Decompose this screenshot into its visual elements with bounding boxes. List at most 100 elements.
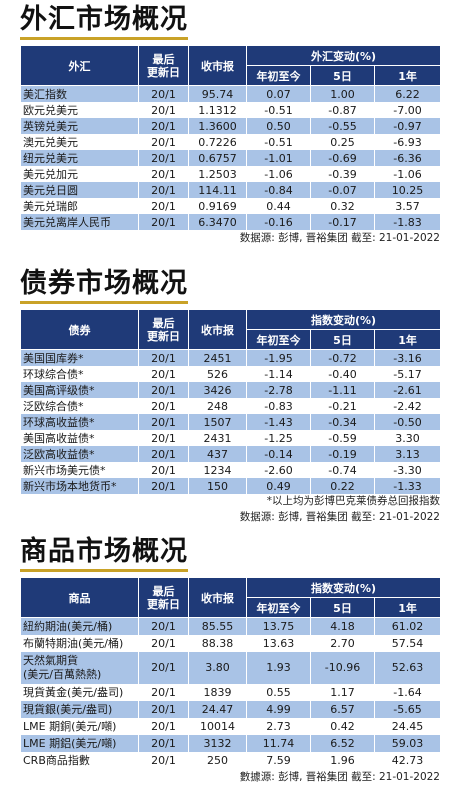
cell-date: 20/1 — [138, 446, 189, 462]
cell-d5: -0.55 — [310, 118, 375, 134]
fx-header-change: 外汇变动(%) — [245, 45, 442, 66]
cell-d5: -0.07 — [310, 182, 375, 198]
cell-d5: 1.96 — [310, 751, 375, 769]
cell-d5: 0.42 — [310, 717, 375, 735]
cell-ytd: -2.78 — [246, 382, 311, 398]
cell-ytd: -0.83 — [246, 398, 311, 414]
table-row: 泛欧综合债* 20/1 248 -0.83 -0.21 -2.42 — [20, 398, 442, 414]
cell-y1: -3.16 — [373, 349, 442, 366]
cell-date: 20/1 — [138, 717, 189, 735]
cell-date: 20/1 — [138, 398, 189, 414]
cell-name: 新兴市场美元债* — [20, 462, 139, 478]
cell-y1: 6.22 — [373, 85, 442, 102]
table-row: 美国国库券* 20/1 2451 -1.95 -0.72 -3.16 — [20, 349, 442, 366]
table-row: LME 期鋁(美元/噸) 20/1 3132 11.74 6.52 59.03 — [20, 734, 442, 752]
table-row: 纽元兑美元 20/1 0.6757 -1.01 -0.69 -6.36 — [20, 150, 442, 166]
cell-close: 437 — [188, 446, 247, 462]
fx-header-ytd: 年初至今 — [246, 65, 311, 86]
commodities-table: 商品 最后 更新日 收市报 指数变动(%) 年初至今 5日 1年 紐約期油(美元… — [20, 577, 442, 769]
cell-close: 95.74 — [188, 85, 247, 102]
cell-d5: 1.00 — [310, 85, 375, 102]
table-row: 泛欧高收益债* 20/1 437 -0.14 -0.19 3.13 — [20, 446, 442, 462]
cell-ytd: -0.16 — [246, 214, 311, 230]
cell-ytd: 11.74 — [246, 734, 311, 752]
commodities-section: 商品市场概况 商品 最后 更新日 收市报 指数变动(%) 年初至今 5日 1年 … — [20, 536, 442, 785]
cell-y1: 10.25 — [373, 182, 442, 198]
fx-section: 外汇市场概况 外汇 最后 更新日 收市报 外汇变动(%) 年初至今 5日 1年 … — [20, 4, 442, 246]
cell-name: 現貨黃金(美元/盎司) — [20, 683, 139, 701]
table-row: 紐約期油(美元/桶) 20/1 85.55 13.75 4.18 61.02 — [20, 617, 442, 635]
table-row: LME 期銅(美元/噸) 20/1 10014 2.73 0.42 24.45 — [20, 717, 442, 735]
cell-date: 20/1 — [138, 414, 189, 430]
cell-name: CRB商品指數 — [20, 751, 139, 769]
cell-close: 88.38 — [188, 634, 247, 652]
cell-y1: -6.93 — [373, 134, 442, 150]
fx-header-1y: 1年 — [373, 65, 442, 86]
cell-name: 环球高收益债* — [20, 414, 139, 430]
fx-header-date: 最后 更新日 — [138, 45, 189, 86]
cell-date: 20/1 — [138, 102, 189, 118]
cell-y1: -2.61 — [373, 382, 442, 398]
cell-y1: -1.06 — [373, 166, 442, 182]
cell-date: 20/1 — [138, 462, 189, 478]
cell-name: 欧元兑美元 — [20, 102, 139, 118]
cell-name: 布蘭特期油(美元/桶) — [20, 634, 139, 652]
cell-date: 20/1 — [138, 634, 189, 652]
cell-y1: 3.13 — [373, 446, 442, 462]
cell-y1: -7.00 — [373, 102, 442, 118]
commodities-header-change: 指数变动(%) — [245, 577, 442, 598]
table-row: CRB商品指數 20/1 250 7.59 1.96 42.73 — [20, 751, 442, 769]
cell-close: 1839 — [188, 683, 247, 701]
cell-name: 泛欧综合债* — [20, 398, 139, 414]
cell-close: 248 — [188, 398, 247, 414]
commodities-header-1y: 1年 — [373, 597, 442, 618]
cell-d5: -1.11 — [310, 382, 375, 398]
cell-ytd: -0.51 — [246, 134, 311, 150]
cell-y1: 3.30 — [373, 430, 442, 446]
cell-name: 英镑兑美元 — [20, 118, 139, 134]
table-row: 欧元兑美元 20/1 1.1312 -0.51 -0.87 -7.00 — [20, 102, 442, 118]
cell-name: 紐約期油(美元/桶) — [20, 617, 139, 635]
cell-close: 1.3600 — [188, 118, 247, 134]
cell-date: 20/1 — [138, 683, 189, 701]
cell-date: 20/1 — [138, 134, 189, 150]
table-row: 英镑兑美元 20/1 1.3600 0.50 -0.55 -0.97 — [20, 118, 442, 134]
cell-date: 20/1 — [138, 166, 189, 182]
commodities-header-date: 最后 更新日 — [138, 577, 189, 618]
cell-y1: -2.42 — [373, 398, 442, 414]
commodities-source: 數據源: 彭博, 晋裕集团 截至: 21-01-2022 — [239, 770, 440, 783]
table-row: 美汇指数 20/1 95.74 0.07 1.00 6.22 — [20, 85, 442, 102]
cell-close: 2451 — [188, 349, 247, 366]
cell-date: 20/1 — [138, 150, 189, 166]
cell-d5: -0.34 — [310, 414, 375, 430]
cell-d5: -0.19 — [310, 446, 375, 462]
cell-ytd: 7.59 — [246, 751, 311, 769]
cell-y1: -5.65 — [373, 700, 442, 718]
cell-name: 美元兑日圆 — [20, 182, 139, 198]
fx-title: 外汇市场概况 — [20, 4, 188, 40]
cell-date: 20/1 — [138, 366, 189, 382]
cell-date: 20/1 — [138, 214, 189, 230]
bonds-header-name: 债券 — [20, 309, 139, 350]
cell-d5: -0.40 — [310, 366, 375, 382]
cell-d5: -0.74 — [310, 462, 375, 478]
cell-close: 526 — [188, 366, 247, 382]
bonds-header-close: 收市报 — [188, 309, 247, 350]
cell-name: 泛欧高收益债* — [20, 446, 139, 462]
table-row: 环球综合债* 20/1 526 -1.14 -0.40 -5.17 — [20, 366, 442, 382]
table-row: 布蘭特期油(美元/桶) 20/1 88.38 13.63 2.70 57.54 — [20, 634, 442, 652]
fx-table: 外汇 最后 更新日 收市报 外汇变动(%) 年初至今 5日 1年 美汇指数 20/… — [20, 45, 442, 230]
cell-date: 20/1 — [138, 182, 189, 198]
cell-ytd: 0.44 — [246, 198, 311, 214]
cell-d5: 0.22 — [310, 478, 375, 494]
bonds-header-1y: 1年 — [373, 329, 442, 350]
cell-d5: 6.57 — [310, 700, 375, 718]
cell-name: 天然氣期貨 (美元/百萬熱熱) — [20, 651, 139, 684]
table-row: 美国高评级债* 20/1 3426 -2.78 -1.11 -2.61 — [20, 382, 442, 398]
cell-y1: 42.73 — [373, 751, 442, 769]
cell-close: 2431 — [188, 430, 247, 446]
cell-close: 150 — [188, 478, 247, 494]
cell-close: 1.2503 — [188, 166, 247, 182]
cell-d5: -10.96 — [310, 651, 375, 684]
cell-close: 114.11 — [188, 182, 247, 198]
